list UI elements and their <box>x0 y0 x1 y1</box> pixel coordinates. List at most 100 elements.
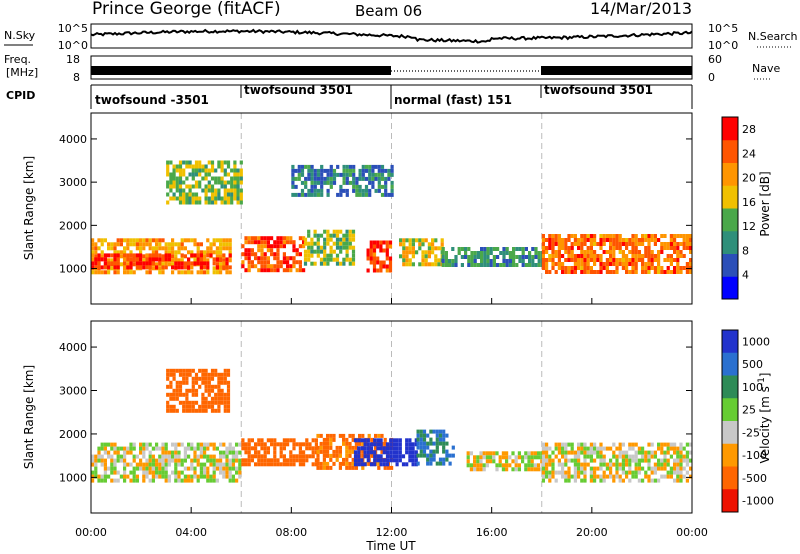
range-cell <box>593 234 596 238</box>
range-cell <box>94 270 97 274</box>
range-cell <box>587 258 590 262</box>
range-cell <box>244 462 247 466</box>
range-cell <box>192 401 195 405</box>
range-cell <box>564 242 567 246</box>
range-cell <box>113 265 116 269</box>
range-cell <box>193 451 196 455</box>
range-cell <box>304 181 307 185</box>
range-cell <box>251 260 254 264</box>
range-cell <box>437 258 440 262</box>
range-cell <box>663 242 666 246</box>
range-cell <box>551 234 554 238</box>
range-cell <box>101 463 104 467</box>
range-cell <box>155 475 158 479</box>
range-cell <box>276 442 279 446</box>
range-cell <box>580 471 583 475</box>
range-cell <box>233 197 236 201</box>
range-cell <box>391 173 394 177</box>
range-cell <box>276 458 279 462</box>
range-cell <box>545 246 548 250</box>
range-cell <box>222 451 225 455</box>
range-cell <box>165 443 168 447</box>
range-cell <box>364 438 367 442</box>
range-cell <box>292 454 295 458</box>
range-cell <box>216 270 219 274</box>
range-cell <box>329 434 332 438</box>
range-cell <box>129 242 132 246</box>
range-cell <box>583 455 586 459</box>
range-cell <box>555 455 558 459</box>
range-cell <box>603 471 606 475</box>
range-cell <box>222 455 225 459</box>
range-cell <box>205 369 208 373</box>
range-cell <box>670 475 673 479</box>
range-cell <box>136 242 139 246</box>
velocity-colorbar-label: Velocity [m s-1] <box>757 373 772 464</box>
range-cell <box>187 447 190 451</box>
range-cell <box>314 189 317 193</box>
range-cell <box>405 450 408 454</box>
range-cell <box>296 268 299 272</box>
nsky-label: N.Sky <box>4 29 36 42</box>
range-cell <box>152 479 155 483</box>
range-cell <box>522 255 525 259</box>
range-cell <box>380 438 383 442</box>
range-cell <box>545 459 548 463</box>
range-cell <box>426 462 429 466</box>
range-cell <box>182 173 185 177</box>
range-cell <box>439 434 442 438</box>
range-cell <box>155 265 158 269</box>
range-cell <box>657 467 660 471</box>
range-cell <box>222 463 225 467</box>
range-cell <box>384 181 387 185</box>
range-cell <box>184 451 187 455</box>
range-cell <box>267 256 270 260</box>
range-cell <box>177 246 180 250</box>
range-cell <box>660 459 663 463</box>
range-cell <box>314 173 317 177</box>
range-cell <box>609 238 612 242</box>
range-cell <box>254 264 257 268</box>
range-cell <box>190 479 193 483</box>
range-cell <box>445 255 448 259</box>
range-cell <box>657 238 660 242</box>
range-cell <box>205 397 208 401</box>
range-cell <box>499 455 502 459</box>
range-cell <box>179 181 182 185</box>
range-cell <box>280 264 283 268</box>
range-cell <box>299 446 302 450</box>
range-cell <box>133 242 136 246</box>
range-cell <box>352 189 355 193</box>
range-cell <box>421 250 424 254</box>
range-cell <box>509 263 512 267</box>
range-cell <box>548 254 551 258</box>
range-cell <box>431 262 434 266</box>
range-cell <box>330 181 333 185</box>
range-cell <box>396 462 399 466</box>
range-cell <box>251 454 254 458</box>
range-cell <box>276 264 279 268</box>
range-cell <box>264 236 267 240</box>
range-cell <box>216 463 219 467</box>
range-cell <box>173 409 176 413</box>
range-cell <box>660 443 663 447</box>
range-cell <box>631 447 634 451</box>
range-cell <box>670 447 673 451</box>
range-cell <box>181 261 184 265</box>
range-cell <box>229 238 232 242</box>
range-cell <box>168 246 171 250</box>
range-cell <box>257 442 260 446</box>
range-cell <box>213 443 216 447</box>
range-cell <box>113 451 116 455</box>
range-cell <box>625 463 628 467</box>
range-cell <box>352 434 355 438</box>
range-cell <box>429 438 432 442</box>
range-cell <box>644 234 647 238</box>
range-cell <box>200 451 203 455</box>
colorbar-swatch <box>722 231 738 254</box>
range-cell <box>152 471 155 475</box>
range-cell <box>224 369 227 373</box>
range-cell <box>264 260 267 264</box>
range-cell <box>476 455 479 459</box>
range-cell <box>184 265 187 269</box>
